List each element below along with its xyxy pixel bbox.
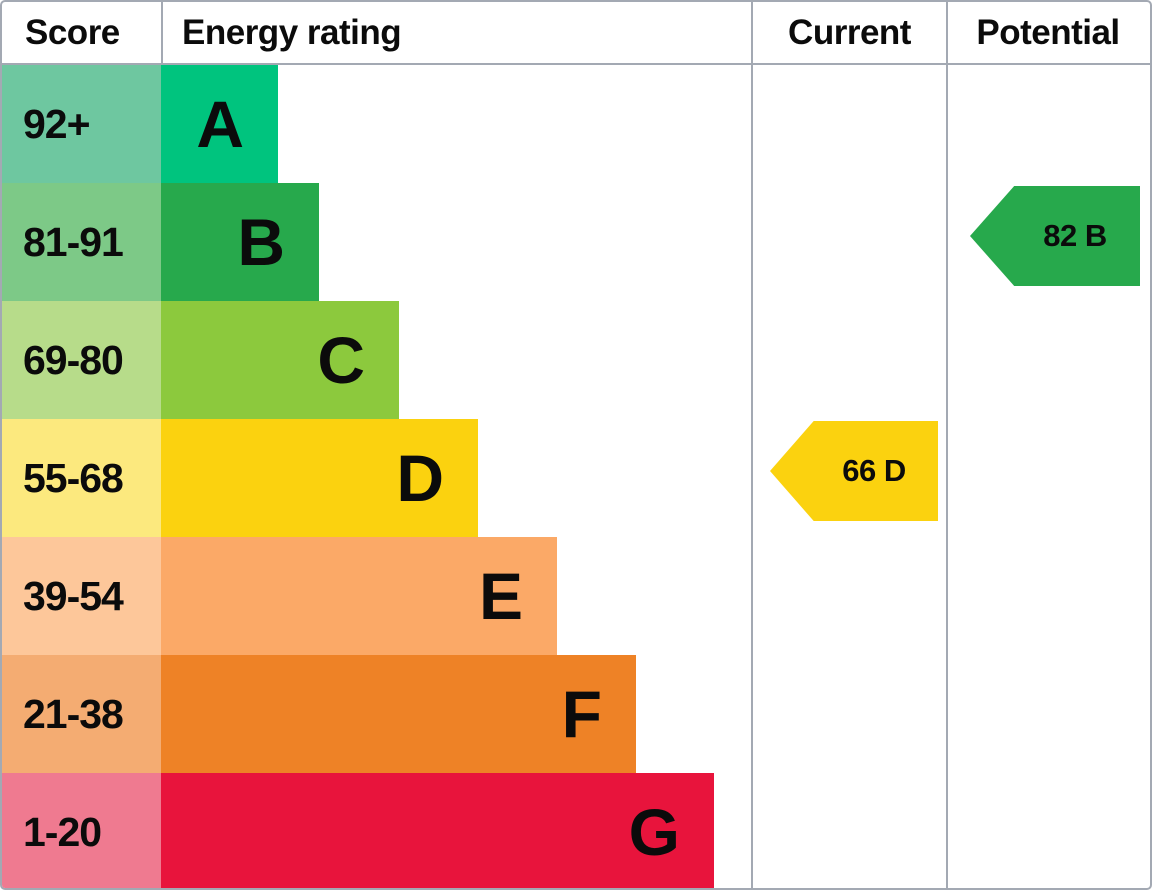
header-score: Score bbox=[25, 12, 120, 52]
header-divider bbox=[2, 63, 1150, 65]
band-letter: A bbox=[196, 87, 244, 161]
band-row: 92+ A bbox=[2, 65, 1150, 183]
score-range-label: 1-20 bbox=[23, 808, 102, 855]
score-range-label: 92+ bbox=[23, 100, 91, 147]
band-letter: F bbox=[561, 677, 602, 751]
score-column-divider bbox=[161, 2, 163, 63]
score-range-label: 55-68 bbox=[23, 454, 124, 501]
current-column-divider bbox=[751, 2, 753, 888]
potential-rating-arrow: 82 B bbox=[970, 186, 1140, 286]
potential-rating-label: 82 B bbox=[1043, 218, 1107, 253]
band-bar: E bbox=[161, 537, 557, 655]
band-letter: B bbox=[237, 205, 285, 279]
band-bar: A bbox=[161, 65, 278, 183]
score-range-cell: 21-38 bbox=[2, 655, 161, 773]
score-range-cell: 81-91 bbox=[2, 183, 161, 301]
band-row: 39-54 E bbox=[2, 537, 1150, 655]
score-range-label: 69-80 bbox=[23, 336, 124, 383]
header-potential: Potential bbox=[976, 12, 1120, 52]
band-letter: E bbox=[478, 559, 523, 633]
band-bar: G bbox=[161, 773, 714, 888]
band-bar: D bbox=[161, 419, 478, 537]
band-letter: G bbox=[628, 795, 680, 869]
score-range-cell: 55-68 bbox=[2, 419, 161, 537]
score-range-label: 21-38 bbox=[23, 690, 124, 737]
band-row: 69-80 C bbox=[2, 301, 1150, 419]
current-rating-label: 66 D bbox=[842, 453, 906, 488]
band-bar: F bbox=[161, 655, 636, 773]
band-bar: B bbox=[161, 183, 319, 301]
header-energy-rating: Energy rating bbox=[182, 12, 402, 52]
band-row: 21-38 F bbox=[2, 655, 1150, 773]
score-range-label: 39-54 bbox=[23, 572, 124, 619]
band-row: 1-20 G bbox=[2, 773, 1150, 888]
score-range-cell: 69-80 bbox=[2, 301, 161, 419]
score-range-cell: 39-54 bbox=[2, 537, 161, 655]
score-range-label: 81-91 bbox=[23, 218, 124, 265]
header-current: Current bbox=[788, 12, 911, 52]
band-bar: C bbox=[161, 301, 399, 419]
band-row: 55-68 D bbox=[2, 419, 1150, 537]
band-letter: C bbox=[317, 323, 365, 397]
band-letter: D bbox=[396, 441, 444, 515]
potential-column-divider bbox=[946, 2, 948, 888]
score-range-cell: 1-20 bbox=[2, 773, 161, 888]
band-row: 81-91 B bbox=[2, 183, 1150, 301]
score-range-cell: 92+ bbox=[2, 65, 161, 183]
